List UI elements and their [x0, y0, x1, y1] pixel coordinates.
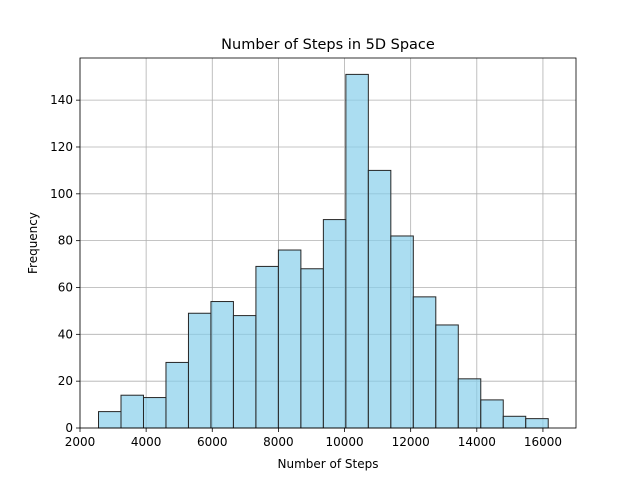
histogram-bar [412, 296, 437, 429]
histogram-bar [390, 235, 414, 429]
y-tick-label: 20 [58, 374, 73, 388]
y-tick-label: 80 [58, 234, 73, 248]
histogram-bar [120, 394, 144, 429]
histogram-bar [142, 397, 167, 429]
y-tick-label: 60 [58, 280, 73, 294]
plot-frame [79, 57, 577, 429]
histogram-bar [435, 324, 459, 429]
histogram-bar [300, 268, 324, 429]
histogram-bar [232, 315, 257, 429]
x-tick-label: 14000 [458, 435, 496, 449]
histogram-bar [255, 265, 279, 429]
histogram-bar [277, 249, 302, 429]
histogram-bar [345, 73, 369, 429]
x-tick-label: 4000 [131, 435, 162, 449]
x-tick-label: 16000 [524, 435, 562, 449]
x-tick-label: 6000 [197, 435, 228, 449]
histogram-bar [480, 399, 504, 429]
histogram-bar [187, 312, 212, 429]
y-axis-label: Frequency [26, 212, 40, 274]
x-tick-label: 8000 [263, 435, 294, 449]
x-axis-ticks: 2000 4000 6000 8000 10000 12000 14000 16000 [65, 428, 562, 449]
y-axis-ticks: 0 20 40 60 80 100 120 140 [50, 93, 80, 435]
histogram-bar [457, 378, 482, 429]
y-tick-label: 140 [50, 93, 73, 107]
x-tick-label: 10000 [325, 435, 363, 449]
bars [98, 73, 549, 429]
y-tick-label: 100 [50, 187, 73, 201]
x-axis-label: Number of Steps [278, 457, 379, 471]
y-tick-label: 0 [65, 421, 73, 435]
histogram-bar [525, 418, 549, 429]
histogram-bar [322, 219, 347, 429]
histogram-bar [502, 415, 527, 429]
chart-title: Number of Steps in 5D Space [221, 37, 435, 53]
histogram-bar [165, 361, 189, 429]
x-tick-label: 2000 [65, 435, 96, 449]
histogram-bar [98, 411, 122, 429]
histogram-bar [367, 169, 392, 429]
y-tick-label: 40 [58, 327, 73, 341]
x-tick-label: 12000 [392, 435, 430, 449]
y-tick-label: 120 [50, 140, 73, 154]
histogram-bar [210, 301, 234, 429]
